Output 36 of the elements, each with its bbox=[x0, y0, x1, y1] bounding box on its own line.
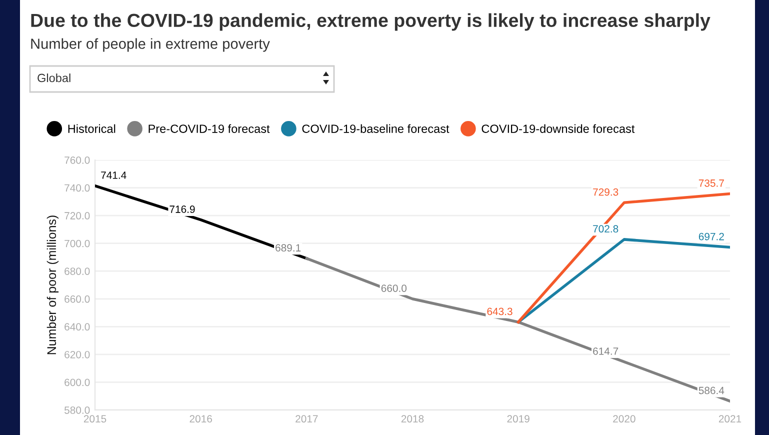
data-label: 586.4 bbox=[698, 386, 724, 394]
data-label: 716.9 bbox=[170, 206, 195, 213]
y-tick-label: 700.0 bbox=[64, 240, 90, 248]
y-axis-title: Number of poor (millions) bbox=[46, 216, 59, 354]
x-tick-label: 2019 bbox=[507, 415, 530, 423]
chart-subtitle: Number of people in extreme poverty bbox=[31, 38, 270, 52]
legend-label: COVID-19-downside forecast bbox=[482, 124, 635, 133]
x-tick-label: 2021 bbox=[718, 415, 742, 423]
y-tick-label: 720.0 bbox=[64, 212, 90, 220]
legend-label: Historical bbox=[68, 124, 116, 133]
legend-label: COVID-19-baseline forecast bbox=[302, 124, 450, 133]
x-tick-label: 2017 bbox=[296, 415, 318, 423]
y-tick-label: 580.0 bbox=[64, 406, 90, 414]
chart-title: Due to the COVID-19 pandemic, extreme poverty is likely to increase sharply bbox=[31, 13, 710, 31]
data-label: 741.4 bbox=[101, 172, 126, 179]
data-label: 702.8 bbox=[593, 225, 618, 233]
y-tick-label: 620.0 bbox=[64, 350, 90, 358]
legend-label: Pre-COVID-19 forecast bbox=[148, 124, 270, 133]
data-label: 689.1 bbox=[276, 244, 301, 252]
x-tick-label: 2020 bbox=[613, 415, 636, 423]
y-tick-label: 760.0 bbox=[64, 156, 90, 164]
y-tick-label: 660.0 bbox=[64, 295, 90, 303]
data-label: 614.7 bbox=[593, 348, 618, 355]
x-tick-label: 2018 bbox=[401, 415, 424, 423]
y-tick-label: 600.0 bbox=[64, 378, 90, 386]
data-label: 660.0 bbox=[381, 284, 407, 292]
data-label: 735.7 bbox=[698, 179, 724, 187]
data-label: 729.3 bbox=[593, 188, 618, 196]
data-label: 643.3 bbox=[487, 308, 512, 316]
y-tick-label: 640.0 bbox=[64, 323, 90, 331]
text: Global bbox=[38, 74, 70, 82]
data-label: 697.2 bbox=[698, 232, 724, 240]
x-tick-label: 2015 bbox=[84, 415, 106, 423]
y-tick-label: 680.0 bbox=[64, 268, 90, 275]
y-tick-label: 740.0 bbox=[64, 184, 90, 192]
x-tick-label: 2016 bbox=[190, 415, 212, 423]
